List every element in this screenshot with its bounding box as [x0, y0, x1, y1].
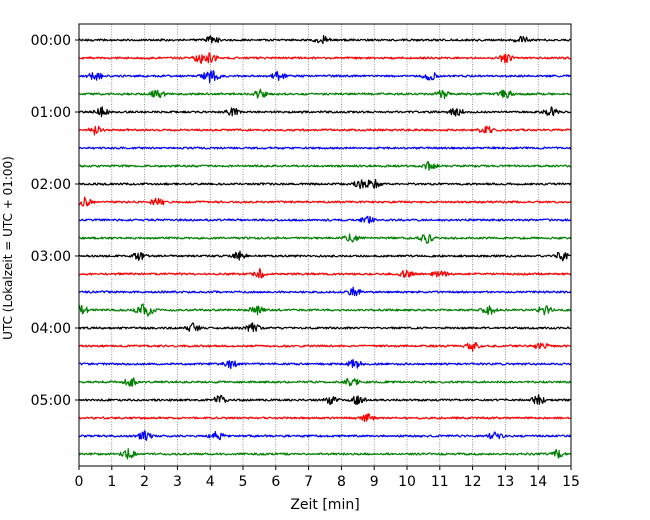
trace-0330 [78, 286, 572, 297]
y-tick-label-0500: 05:00 [31, 393, 71, 409]
x-tick-label-6: 6 [271, 474, 280, 490]
trace-group [78, 34, 572, 460]
trace-0045 [78, 88, 572, 100]
trace-0000 [78, 34, 572, 45]
x-tick-label-1: 1 [107, 474, 116, 490]
x-tick-label-4: 4 [206, 474, 215, 490]
trace-0200 [78, 178, 572, 190]
trace-0515 [78, 413, 572, 423]
trace-0300 [78, 250, 572, 262]
trace-0530 [78, 430, 572, 441]
x-tick-label-0: 0 [75, 474, 84, 490]
trace-0015 [78, 52, 572, 64]
y-tick-label-0300: 03:00 [31, 249, 71, 265]
x-tick-label-7: 7 [304, 474, 313, 490]
trace-0145 [78, 160, 572, 171]
x-tick-label-5: 5 [239, 474, 248, 490]
x-tick-label-8: 8 [337, 474, 346, 490]
trace-0230 [78, 215, 572, 224]
y-tick-label-0100: 01:00 [31, 105, 71, 121]
trace-0400 [78, 322, 572, 333]
x-tick-label-2: 2 [140, 474, 149, 490]
trace-0315 [78, 268, 572, 279]
x-tick-label-13: 13 [496, 474, 514, 490]
x-tick-label-9: 9 [370, 474, 379, 490]
x-tick-label-10: 10 [398, 474, 416, 490]
trace-0115 [78, 125, 572, 136]
plot-frame [78, 23, 572, 467]
x-axis: 0 1 2 3 4 5 6 7 8 9 10 11 12 13 14 15 [75, 466, 580, 490]
x-tick-label-3: 3 [173, 474, 182, 490]
y-tick-label-0000: 00:00 [31, 33, 71, 49]
x-axis-label: Zeit [min] [290, 497, 359, 513]
trace-0545 [78, 448, 572, 460]
trace-0215 [78, 196, 572, 207]
trace-0445 [78, 377, 572, 387]
trace-0130 [78, 146, 572, 150]
trace-0245 [78, 233, 572, 244]
x-tick-label-11: 11 [431, 474, 449, 490]
y-tick-label-0400: 04:00 [31, 321, 71, 337]
x-tick-label-14: 14 [529, 474, 547, 490]
trace-0415 [78, 341, 572, 352]
trace-0345 [78, 303, 572, 317]
y-axis-label: UTC (Lokalzeit = UTC + 01:00) [1, 156, 15, 340]
x-tick-label-15: 15 [562, 474, 580, 490]
y-tick-label-0200: 02:00 [31, 177, 71, 193]
trace-0500 [78, 394, 572, 406]
x-tick-label-12: 12 [464, 474, 482, 490]
trace-0430 [78, 359, 572, 370]
y-axis: 00:00 01:00 02:00 03:00 04:00 05:00 [31, 33, 79, 409]
trace-0100 [78, 106, 572, 118]
trace-0030 [78, 70, 572, 84]
